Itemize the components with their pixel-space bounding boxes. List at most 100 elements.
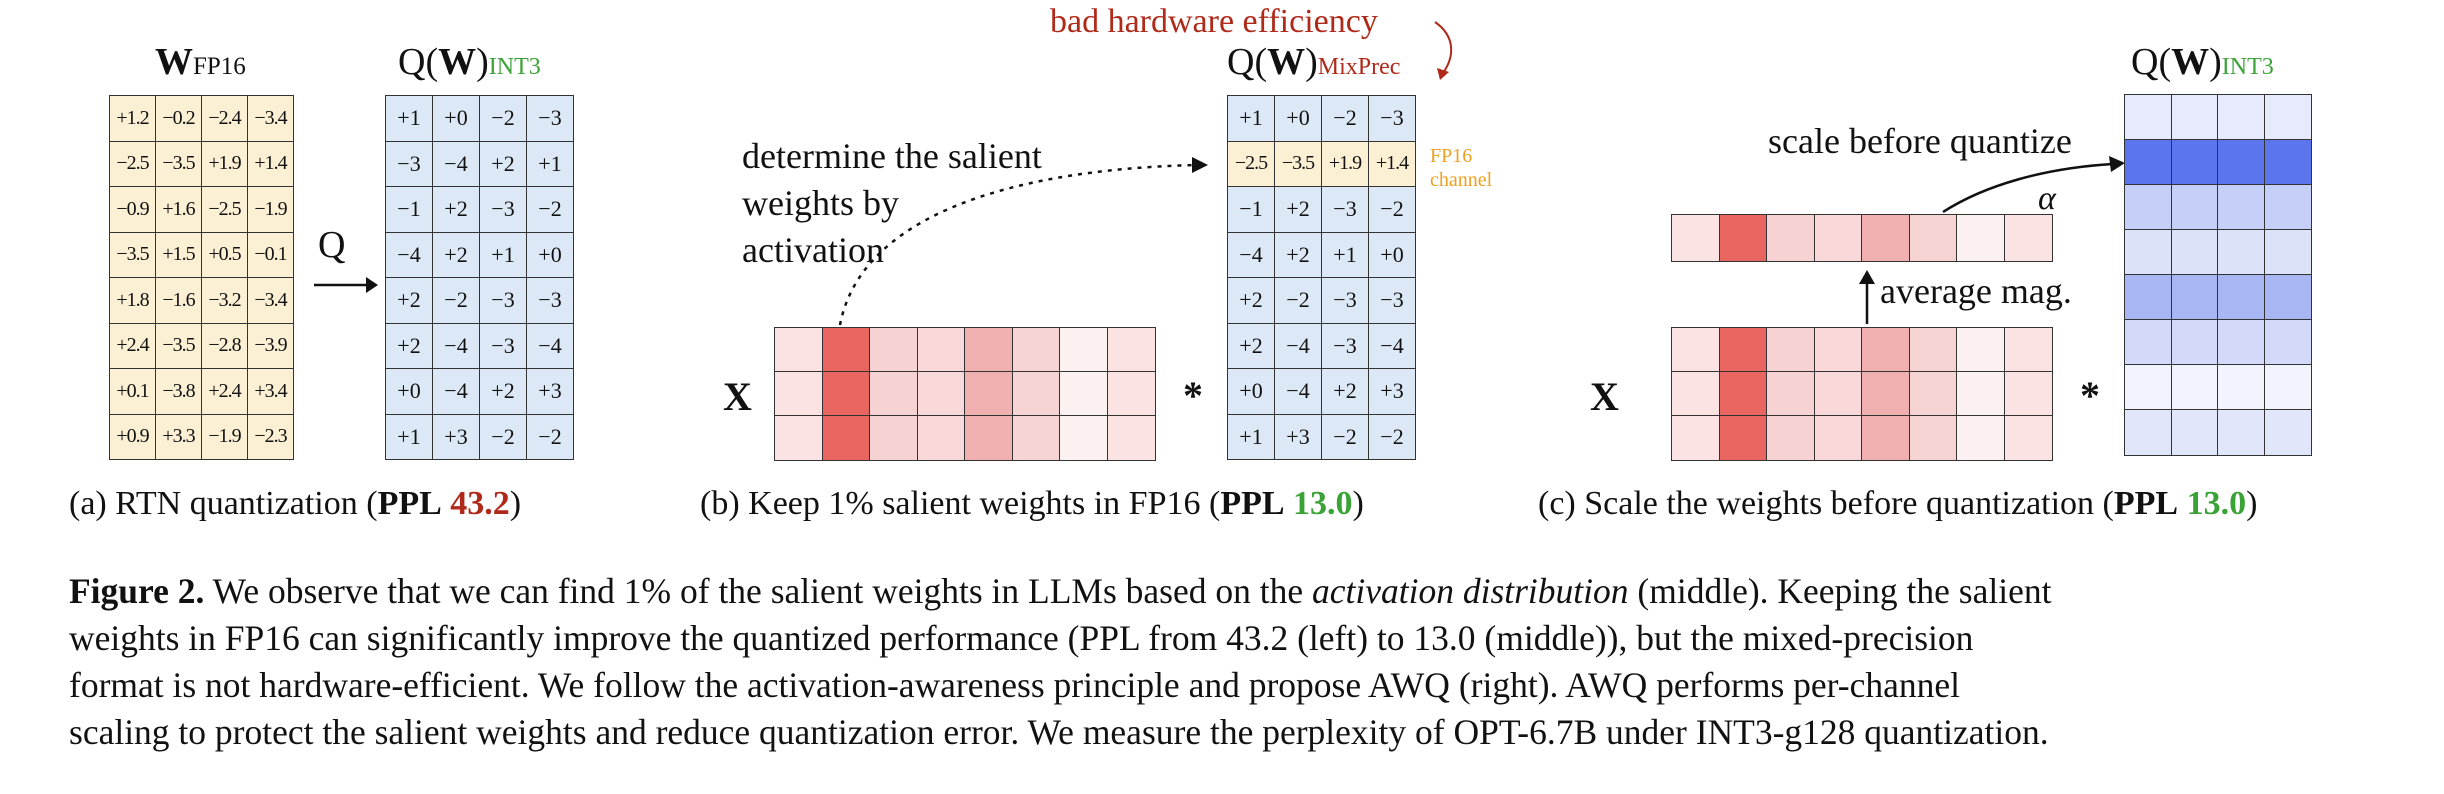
activation-x-label-b: X	[723, 374, 752, 419]
scaled-weight-cell	[2124, 319, 2173, 366]
matrix-row: +1 +3 −2 −2	[1227, 413, 1416, 460]
matrix-cell: +0	[1227, 368, 1275, 415]
matrix-row: +0 −4 +2 +3	[1227, 368, 1416, 415]
salient-annotation-line-2: weights by	[742, 183, 899, 223]
matrix-cell: −3.4	[247, 95, 294, 142]
matrix-cell: −1	[1227, 186, 1275, 233]
matrix-row: +0.9 +3.3 −1.9 −2.3	[109, 413, 294, 460]
activation-x-label-c: X	[1590, 374, 1619, 419]
scaled-weight-cell	[2263, 364, 2312, 411]
average-magnitude-cell	[1956, 214, 2006, 262]
matrix-cell: −2.4	[201, 95, 248, 142]
average-magnitude-cell	[1908, 214, 1958, 262]
matrix-cell: +3	[526, 368, 574, 415]
scaled-weight-cell	[2170, 319, 2219, 366]
scaled-weight-cell	[2263, 319, 2312, 366]
mixprec-matrix-title: Q(W)MixPrec	[1227, 40, 1400, 84]
scaled-weight-cell	[2124, 94, 2173, 141]
activation-cell	[1718, 415, 1768, 461]
fp16-channel-label: FP16 channel	[1430, 144, 1492, 192]
activation-cell	[2003, 371, 2053, 417]
matrix-row: +1.2 −0.2 −2.4 −3.4	[109, 95, 294, 142]
matrix-cell: −0.2	[155, 95, 202, 142]
matrix-cell: +1.5	[155, 231, 202, 278]
matrix-cell: −3	[479, 277, 527, 324]
matrix-cell: −2	[526, 186, 574, 233]
activation-cell	[1908, 415, 1958, 461]
fp16-title-main: W	[155, 41, 193, 83]
figure-label: Figure 2.	[69, 571, 205, 611]
matrix-cell: −3	[1321, 186, 1369, 233]
matrix-cell: −4	[1274, 368, 1322, 415]
activation-cell	[1956, 371, 2006, 417]
matrix-cell: +1	[1227, 413, 1275, 460]
activation-matrix-c	[1671, 327, 2053, 461]
matrix-cell: −3	[526, 95, 574, 142]
matrix-cell: −4	[526, 322, 574, 369]
activation-cell	[2003, 415, 2053, 461]
matrix-cell: −2	[432, 277, 480, 324]
activation-cell	[964, 371, 1014, 417]
activation-cell	[869, 371, 919, 417]
matrix-cell: −1.9	[247, 186, 294, 233]
matrix-cell: −0.9	[109, 186, 156, 233]
scaled-weight-cell	[2263, 139, 2312, 186]
matrix-cell: +2	[432, 186, 480, 233]
matrix-cell: +3	[432, 413, 480, 460]
q-sub-c: INT3	[2221, 54, 2274, 80]
matrix-cell: +1	[385, 95, 433, 142]
activation-cell	[821, 327, 871, 373]
scaled-weight-cell	[2217, 94, 2266, 141]
matrix-cell: −1.9	[201, 413, 248, 460]
activation-cell	[1813, 327, 1863, 373]
figure-caption-line-1: Figure 2. We observe that we can find 1%…	[69, 568, 2409, 615]
scaled-weight-cell	[2263, 274, 2312, 321]
bad-efficiency-arrow	[1434, 21, 1453, 80]
multiply-symbol-c: *	[2080, 373, 2100, 418]
matrix-cell: −3.2	[201, 277, 248, 324]
activation-cell	[1011, 371, 1061, 417]
q-open-a: Q(	[398, 41, 439, 83]
caption-c-prefix: (c) Scale the weights before quantizatio…	[1538, 485, 2114, 522]
scaled-weight-cell	[2217, 319, 2266, 366]
quantize-arrow	[314, 277, 378, 293]
matrix-cell: +1.6	[155, 186, 202, 233]
matrix-cell: −3.4	[247, 277, 294, 324]
fp16-channel-label-line-2: channel	[1430, 169, 1493, 191]
activation-cell	[1718, 371, 1768, 417]
figure-caption-italic: activation distribution	[1311, 571, 1629, 611]
q-sub-a: INT3	[488, 54, 541, 80]
scaled-weight-cell	[2124, 274, 2173, 321]
matrix-cell: +3.3	[155, 413, 202, 460]
figure-caption-seg1: We observe that we can find 1% of the sa…	[204, 571, 1312, 611]
matrix-cell: −3	[1368, 95, 1416, 142]
activation-cell	[1956, 327, 2006, 373]
q-close-a: )	[476, 41, 489, 83]
matrix-row: −4 +2 +1 +0	[1227, 231, 1416, 278]
fp16-matrix-title: WFP16	[155, 40, 246, 84]
scaled-weight-cell	[2263, 184, 2312, 231]
activation-cell	[916, 415, 966, 461]
matrix-cell: +2.4	[109, 322, 156, 369]
caption-b-ppl: PPL	[1220, 485, 1285, 522]
activation-cell	[821, 371, 871, 417]
q-w-a: W	[438, 41, 477, 83]
figure-caption-line-4: scaling to protect the salient weights a…	[69, 712, 2049, 752]
matrix-cell: −4	[432, 368, 480, 415]
scaled-weight-cell	[2217, 229, 2266, 276]
q-close-b: )	[1305, 41, 1318, 83]
matrix-cell: −4	[1227, 231, 1275, 278]
matrix-row: +1 +0 −2 −3	[1227, 95, 1416, 142]
matrix-cell: +2	[385, 277, 433, 324]
matrix-cell: −3	[479, 322, 527, 369]
average-magnitude-cell	[1861, 214, 1911, 262]
matrix-cell: −4	[1274, 322, 1322, 369]
average-magnitude-cell	[1718, 214, 1768, 262]
mixprec-weight-matrix: +1 +0 −2 −3 −2.5 −3.5 +1.9 +1.4 −1 +2 −3 −2 −4 +2 +1 +0…	[1227, 95, 1416, 460]
caption-b-suffix: )	[1352, 485, 1364, 522]
matrix-cell: −0.1	[247, 231, 294, 278]
matrix-cell: −4	[432, 140, 480, 187]
caption-a-suffix: )	[509, 485, 522, 522]
bad-efficiency-note: bad hardware efficiency	[1050, 3, 1378, 40]
caption-c-ppl: PPL	[2113, 485, 2179, 522]
